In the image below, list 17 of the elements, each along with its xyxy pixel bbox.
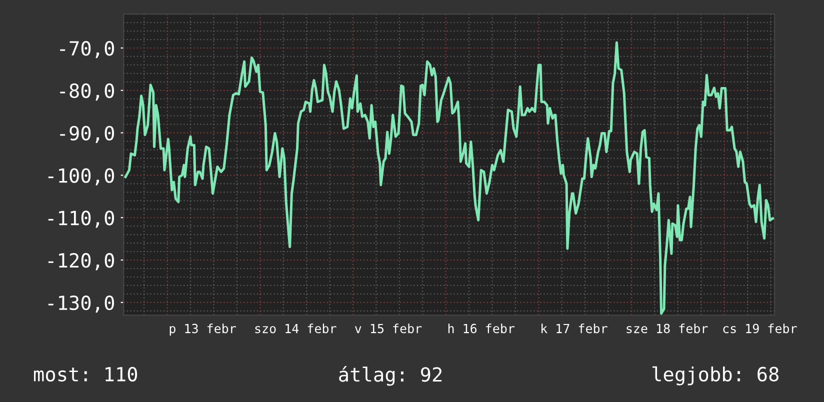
text: legjobb: 68	[652, 366, 778, 386]
x-tick-label: szo 14 febr	[255, 324, 336, 334]
text: most: 110	[34, 366, 138, 382]
y-tick-label: -80,0	[60, 83, 114, 101]
y-tick-label: -110,0	[48, 210, 114, 228]
y-tick-label: -120,0	[48, 253, 114, 270]
x-tick-label: h 16 febr	[448, 324, 514, 334]
x-tick-label: cs 19 febr	[723, 324, 797, 334]
x-tick-label: sze 18 febr	[626, 324, 708, 334]
y-tick-label: -100,0	[48, 168, 114, 186]
x-tick-label: p 13 febr	[170, 324, 236, 336]
text: átlag: 92	[339, 366, 442, 386]
x-tick-label: k 17 febr	[542, 324, 608, 334]
x-tick-label: v 15 febr	[354, 324, 422, 334]
y-tick-label: -90,0	[60, 126, 114, 143]
y-tick-label: -70,0	[60, 41, 114, 58]
y-tick-label: -130,0	[48, 295, 114, 313]
